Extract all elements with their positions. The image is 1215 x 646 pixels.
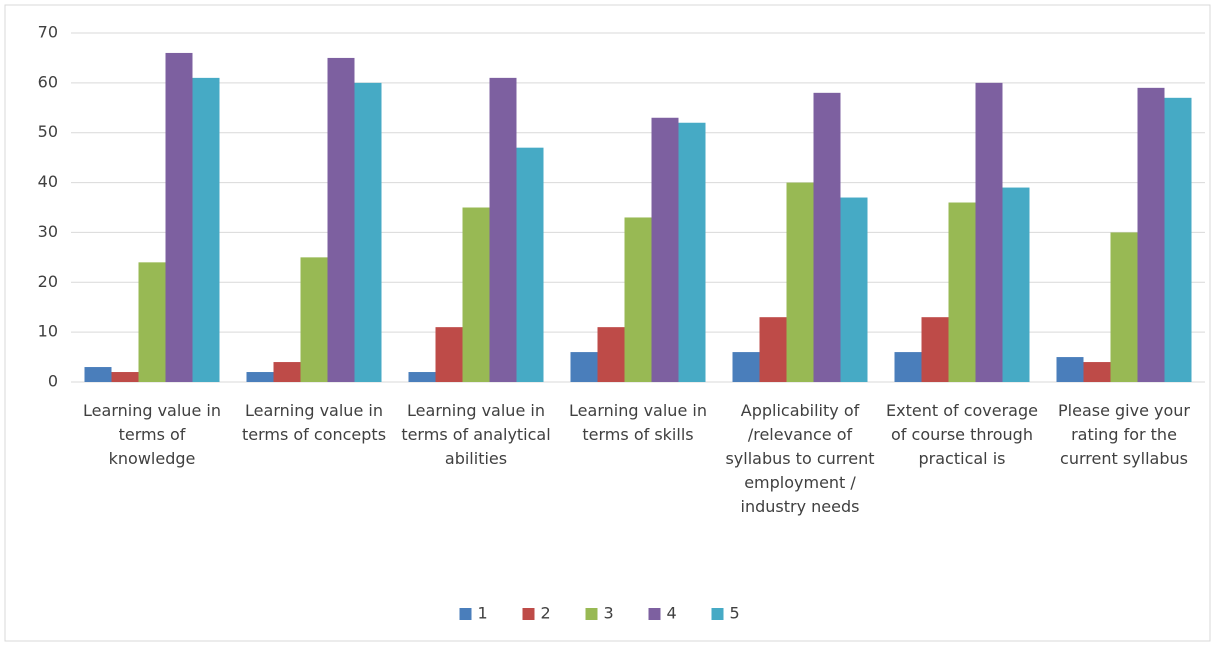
y-tick-label: 30	[38, 222, 58, 241]
bar	[1164, 97, 1192, 383]
y-tick-label: 10	[38, 322, 58, 341]
bar	[840, 197, 868, 382]
bar	[732, 352, 760, 382]
bar	[1083, 362, 1111, 382]
bar	[570, 352, 598, 382]
legend-label: 2	[541, 604, 551, 623]
bar	[138, 262, 166, 382]
bar	[813, 92, 841, 382]
bar	[1002, 187, 1030, 382]
bar	[975, 82, 1003, 382]
bar	[651, 117, 679, 382]
chart-border	[4, 4, 1211, 642]
bar	[894, 352, 922, 382]
bar	[948, 202, 976, 382]
bar	[246, 372, 274, 382]
y-tick-label: 50	[38, 122, 58, 141]
legend-label: 5	[730, 604, 740, 623]
bar	[921, 317, 949, 382]
y-tick-label: 0	[48, 372, 58, 391]
legend-swatch	[711, 608, 724, 620]
x-tick-label: Learning value in terms of skills	[569, 401, 707, 444]
bar	[489, 77, 517, 382]
y-tick-label: 20	[38, 272, 58, 291]
bar	[1137, 87, 1165, 382]
bar	[111, 372, 139, 382]
bar	[300, 257, 328, 382]
legend-swatch	[459, 608, 472, 620]
x-tick-label: Learning value in terms of concepts	[241, 401, 387, 444]
bar	[84, 367, 112, 382]
bar	[165, 52, 193, 382]
legend-swatch	[648, 608, 661, 620]
x-tick-label: Learning value in terms of knowledge	[83, 401, 221, 468]
bar	[462, 207, 490, 382]
x-tick-label: Applicability of /relevance of syllabus …	[725, 401, 875, 516]
bar	[759, 317, 787, 382]
bar	[408, 372, 436, 382]
bar	[192, 77, 220, 382]
bar	[597, 327, 625, 382]
legend-label: 1	[478, 604, 488, 623]
bar	[354, 82, 382, 382]
bar	[1110, 232, 1138, 382]
bar	[786, 182, 814, 382]
legend-label: 3	[604, 604, 614, 623]
y-tick-label: 40	[38, 172, 58, 191]
x-tick-label: Extent of coverage of course through pra…	[886, 401, 1038, 468]
bar	[327, 57, 355, 383]
x-tick-label: Learning value in terms of analytical ab…	[401, 401, 551, 468]
x-tick-label: Please give your rating for the current …	[1058, 401, 1190, 468]
legend-swatch	[585, 608, 598, 620]
bar	[1056, 357, 1084, 382]
legend-label: 4	[667, 604, 677, 623]
bar	[624, 217, 652, 382]
bar	[678, 122, 706, 382]
bar	[273, 362, 301, 382]
y-tick-label: 60	[38, 72, 58, 91]
y-tick-label: 70	[38, 23, 58, 42]
legend-swatch	[522, 608, 535, 620]
bar	[516, 147, 544, 382]
bar	[435, 327, 463, 382]
